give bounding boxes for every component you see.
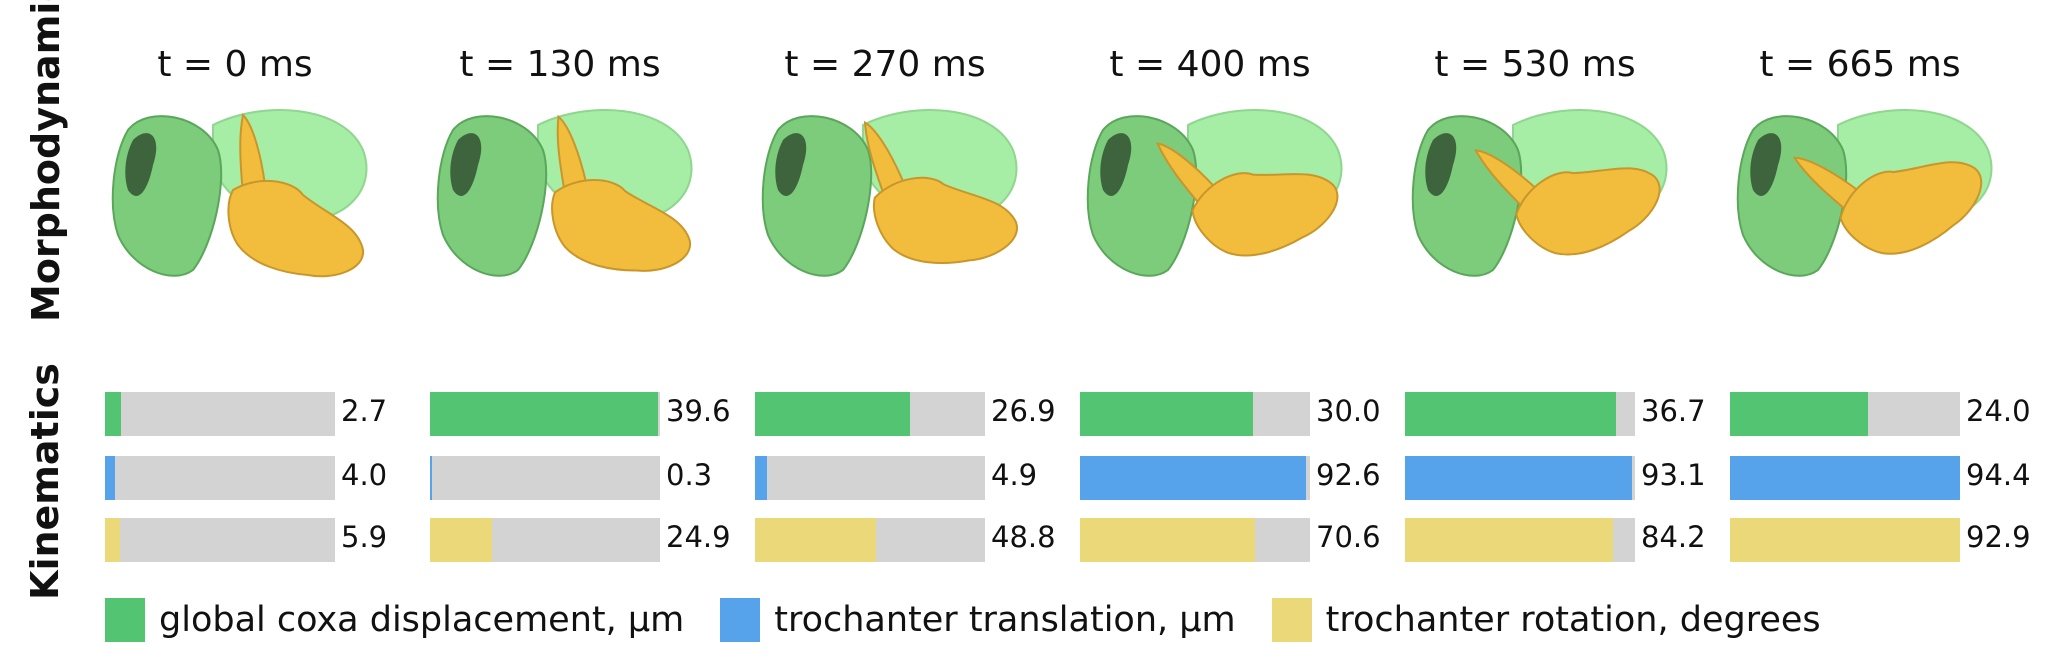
bar-track: [430, 456, 660, 500]
bar-value-label: 48.8: [991, 520, 1056, 554]
morphology-render: [761, 109, 1018, 277]
bar-fill: [1730, 456, 1960, 500]
bar-fill: [1080, 392, 1253, 436]
bar-value-label: 4.0: [341, 458, 388, 492]
bar-fill: [1080, 518, 1255, 562]
timepoint-label: t = 0 ms: [157, 44, 313, 85]
bar-value-label: 2.7: [341, 394, 388, 428]
bar-value-label: 0.3: [666, 458, 713, 492]
timepoint-label: t = 130 ms: [459, 44, 661, 85]
morphodynamics-label: Morphodynamics: [24, 0, 68, 322]
bar-track: [105, 518, 335, 562]
timepoint-column: t = 665 ms 24.0 94.4 92.9: [1730, 0, 2052, 580]
morphology-render-wrap: [93, 95, 383, 355]
timepoint-label: t = 400 ms: [1109, 44, 1311, 85]
coxa-cavity-shadow: [775, 133, 807, 196]
trochanter-body: [551, 179, 691, 272]
trochanter-body: [1191, 172, 1339, 257]
bar-value-label: 92.9: [1966, 520, 2031, 554]
bar-fill: [755, 456, 767, 500]
bar-track: [105, 456, 335, 500]
timepoint-column: t = 270 ms 26.9 4.9 48.8: [755, 0, 1085, 580]
legend-label-translation: trochanter translation, μm: [774, 600, 1236, 640]
timepoint-label: t = 270 ms: [784, 44, 986, 85]
bar-fill: [1080, 456, 1306, 500]
legend-item-coxa: global coxa displacement, μm: [105, 598, 684, 642]
timepoint-label: t = 665 ms: [1759, 44, 1961, 85]
coxa-cavity-shadow: [125, 133, 157, 196]
legend-swatch-rotation: [1271, 598, 1312, 642]
bar-value-label: 93.1: [1641, 458, 1706, 492]
bar-value-label: 30.0: [1316, 394, 1381, 428]
bar-fill: [105, 392, 121, 436]
morphology-render-wrap: [1718, 95, 2008, 355]
bar-fill: [1730, 392, 1868, 436]
bar-fill: [1405, 518, 1614, 562]
coxa-cavity-shadow: [1425, 133, 1457, 196]
legend-swatch-translation: [720, 598, 761, 642]
bar-track: [105, 392, 335, 436]
morphology-render: [436, 109, 693, 277]
timepoint-column: t = 530 ms 36.7 93.1 84.2: [1405, 0, 1735, 580]
coxa-front: [1411, 115, 1523, 277]
bar-fill: [105, 456, 115, 500]
morphology-render-wrap: [743, 95, 1033, 355]
kinematics-label: Kinematics: [23, 363, 67, 600]
trochanter-body: [227, 179, 365, 278]
legend-item-rotation: trochanter rotation, degrees: [1271, 598, 1821, 642]
bar-fill: [755, 392, 910, 436]
morphology-render-wrap: [1068, 95, 1358, 355]
coxa-cavity-shadow: [450, 133, 482, 196]
morphology-render: [111, 109, 368, 278]
coxa-front: [111, 115, 223, 277]
bar-value-label: 4.9: [991, 458, 1038, 492]
timepoint-column: t = 0 ms 2.7 4.0 5.9: [105, 0, 435, 580]
bar-value-label: 92.6: [1316, 458, 1381, 492]
bar-fill: [1730, 518, 1960, 562]
trochanter-body: [1515, 167, 1661, 256]
bar-value-label: 39.6: [666, 394, 731, 428]
bar-fill: [105, 518, 120, 562]
bar-fill: [1405, 456, 1632, 500]
morphology-render: [1411, 109, 1668, 277]
timepoint-column: t = 130 ms 39.6 0.3 24.9: [430, 0, 760, 580]
bar-value-label: 24.0: [1966, 394, 2031, 428]
coxa-front: [761, 115, 873, 277]
timepoint-column: t = 400 ms 30.0 92.6 70.6: [1080, 0, 1410, 580]
legend-label-rotation: trochanter rotation, degrees: [1325, 600, 1821, 640]
legend-label-coxa: global coxa displacement, μm: [159, 600, 685, 640]
bar-fill: [755, 518, 876, 562]
coxa-cavity-shadow: [1750, 133, 1782, 196]
coxa-front: [436, 115, 548, 277]
bar-value-label: 26.9: [991, 394, 1056, 428]
bar-value-label: 84.2: [1641, 520, 1706, 554]
bar-value-label: 5.9: [341, 520, 388, 554]
morphology-render: [1086, 109, 1343, 277]
coxa-cavity-shadow: [1100, 133, 1132, 196]
morphology-render: [1736, 109, 1993, 277]
bar-track: [755, 456, 985, 500]
legend-item-translation: trochanter translation, μm: [720, 598, 1236, 642]
morphology-render-wrap: [1393, 95, 1683, 355]
bar-value-label: 70.6: [1316, 520, 1381, 554]
bar-value-label: 94.4: [1966, 458, 2031, 492]
trochanter-body: [1839, 161, 1983, 255]
bar-fill: [430, 518, 492, 562]
bar-fill: [1405, 392, 1617, 436]
legend-swatch-coxa: [105, 598, 145, 642]
bar-fill: [430, 392, 658, 436]
morphology-render-wrap: [418, 95, 708, 355]
bar-value-label: 24.9: [666, 520, 731, 554]
timepoint-label: t = 530 ms: [1434, 44, 1636, 85]
bar-fill: [430, 456, 432, 500]
coxa-front: [1086, 115, 1198, 277]
legend: global coxa displacement, μm trochanter …: [105, 598, 1857, 642]
trochanter-body: [872, 176, 1018, 264]
bar-value-label: 36.7: [1641, 394, 1706, 428]
